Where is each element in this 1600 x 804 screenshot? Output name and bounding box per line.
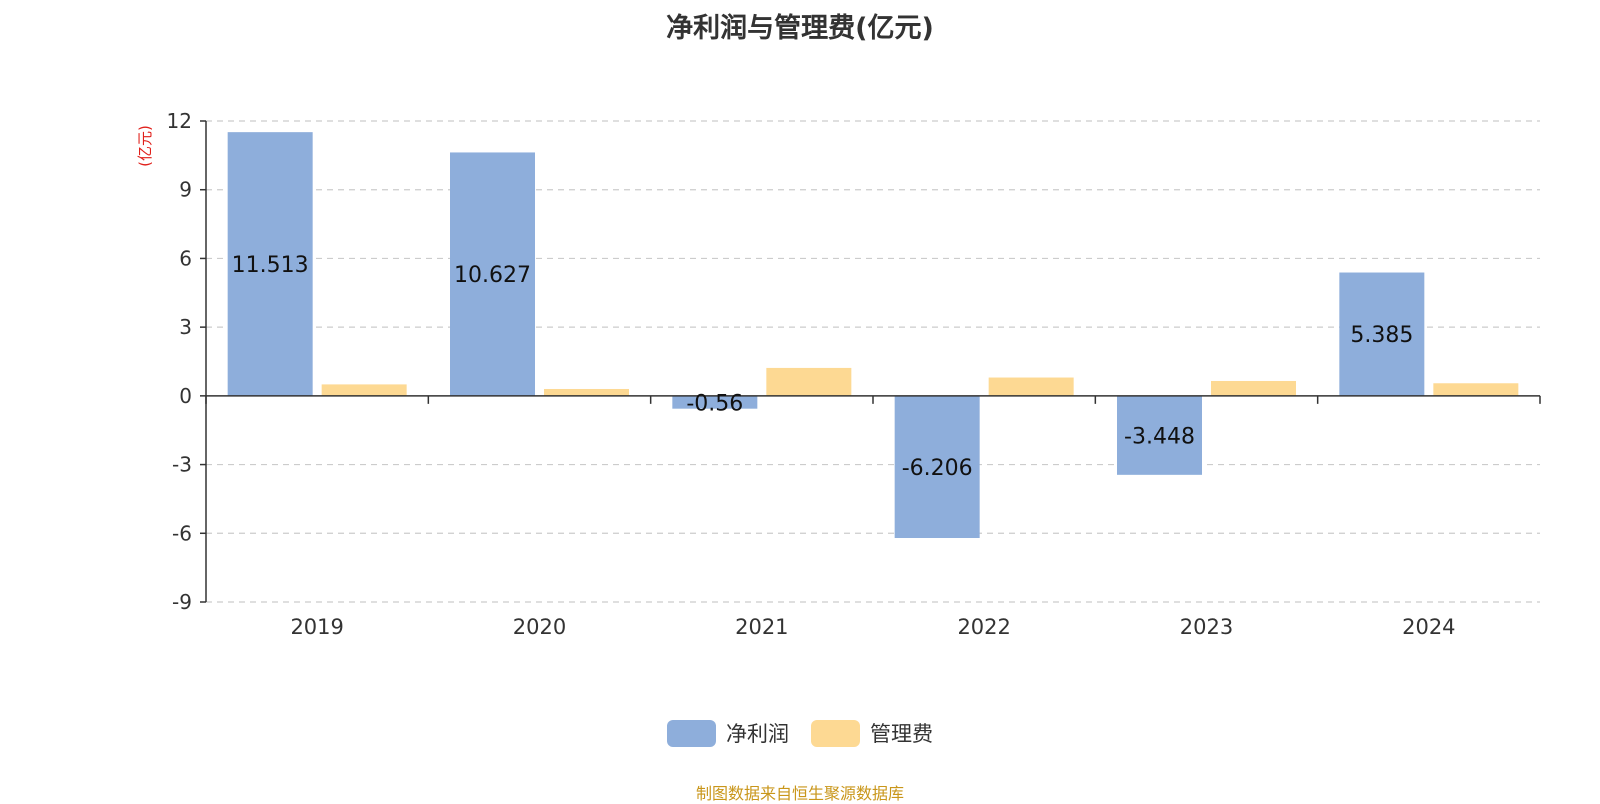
y-tick-label: 3 <box>179 315 192 339</box>
data-label: -3.448 <box>1124 424 1195 449</box>
data-label: 11.513 <box>232 253 309 278</box>
data-source-note: 制图数据来自恒生聚源数据库 <box>695 784 904 803</box>
bar-chart: 12 9 6 3 0 -3 -6 -9 2019 2020 2021 2022 2023 2024 11.… <box>136 109 1541 639</box>
chart-title: 净利润与管理费(亿元) <box>666 13 934 44</box>
x-tick-label: 2023 <box>1180 615 1233 639</box>
bar-management-fee <box>766 367 852 396</box>
legend-item-management-fee[interactable]: 管理费 <box>811 718 933 748</box>
grid-lines <box>206 120 1540 603</box>
axes: 12 9 6 3 0 -3 -6 -9 2019 2020 2021 2022 2023 2024 <box>167 109 1541 639</box>
legend-label-net-profit: 净利润 <box>726 722 789 746</box>
bar-management-fee <box>1211 380 1296 396</box>
y-tick-label: 6 <box>179 246 192 270</box>
y-tick-label: -3 <box>172 453 192 477</box>
legend-item-net-profit[interactable]: 净利润 <box>667 718 789 748</box>
y-tick-label: -9 <box>172 590 192 614</box>
y-tick-label: 9 <box>179 178 192 202</box>
bar-net-profit <box>1339 272 1425 396</box>
legend-swatch-management-fee <box>811 719 860 747</box>
data-label: -0.56 <box>686 391 743 416</box>
bar-management-fee <box>1433 383 1519 396</box>
bar-management-fee <box>988 377 1074 396</box>
y-tick-label: -6 <box>172 521 192 545</box>
x-tick-label: 2019 <box>290 615 343 639</box>
bar-net-profit <box>1117 395 1202 475</box>
x-tick-label: 2020 <box>513 615 566 639</box>
bar-net-profit <box>894 395 980 539</box>
legend-label-management-fee: 管理费 <box>870 722 933 746</box>
x-tick-label: 2024 <box>1402 615 1455 639</box>
bar-net-profit <box>450 152 535 396</box>
x-tick-label: 2021 <box>735 615 788 639</box>
data-label: 10.627 <box>454 263 531 288</box>
y-axis-title: (亿元) <box>136 125 154 167</box>
legend: 净利润 管理费 <box>0 718 1600 748</box>
data-label: -6.206 <box>902 456 973 481</box>
bars <box>227 132 1519 539</box>
legend-swatch-net-profit <box>667 719 716 747</box>
data-labels: 11.513 10.627 -0.56 -6.206 -3.448 5.385 <box>232 253 1414 481</box>
bar-management-fee <box>544 388 629 396</box>
x-tick-label: 2022 <box>957 615 1010 639</box>
bar-management-fee <box>321 384 407 396</box>
y-tick-label: 0 <box>179 384 192 408</box>
data-label: 5.385 <box>1350 323 1413 348</box>
bar-net-profit <box>672 395 758 409</box>
y-tick-label: 12 <box>167 109 192 133</box>
bar-net-profit <box>227 132 313 396</box>
